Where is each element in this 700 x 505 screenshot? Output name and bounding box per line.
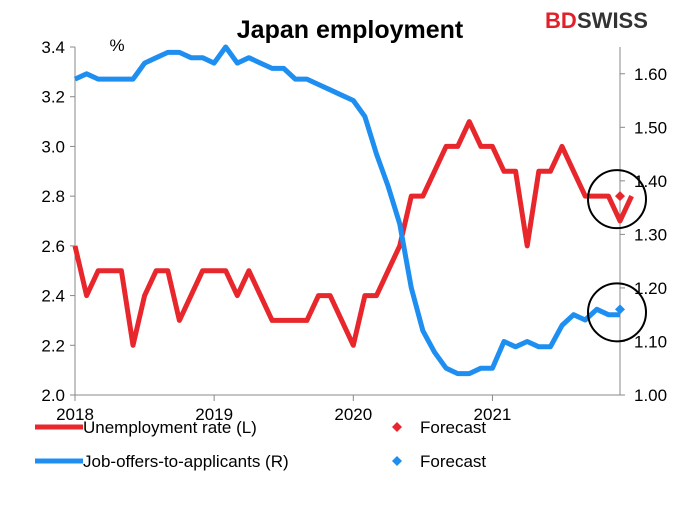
- logo-text-swiss: SWISS: [577, 8, 648, 33]
- legend: Unemployment rate (L) Forecast Job-offers-…: [35, 418, 486, 471]
- series-line: [72, 119, 634, 348]
- right-tick-label: 1.10: [634, 332, 667, 351]
- left-tick-label: 3.4: [41, 38, 65, 57]
- right-tick-label: 1.60: [634, 65, 667, 84]
- left-tick-label: 2.0: [41, 386, 65, 405]
- forecast-circle-annotation: [587, 169, 647, 230]
- x-tick-label: 2019: [195, 405, 233, 424]
- x-tick-label: 2020: [334, 405, 372, 424]
- right-tick-label: 1.20: [634, 279, 667, 298]
- legend-label: Forecast: [420, 452, 486, 471]
- forecast-circle-annotation: [587, 282, 647, 343]
- chart-title: Japan employment: [237, 16, 464, 44]
- brand-logo: BD SWISS: [545, 8, 648, 33]
- axes: 2.0 2.2 2.4 2.6 2.8 3.0 3.2 3.4 % 1.00 1.10 1.20 1.3…: [41, 36, 667, 424]
- logo-text-bd: BD: [545, 8, 577, 33]
- legend-diamond-swatch: [392, 422, 402, 432]
- forecast-marker: [615, 304, 625, 315]
- left-tick-label: 2.2: [41, 336, 65, 355]
- forecast-marker: [615, 191, 625, 202]
- series-line: [73, 44, 620, 377]
- legend-diamond-swatch: [392, 456, 402, 466]
- legend-label: Forecast: [420, 418, 486, 437]
- left-tick-label: 2.8: [41, 187, 65, 206]
- right-tick-label: 1.50: [634, 118, 667, 137]
- legend-label: Unemployment rate (L): [83, 418, 257, 437]
- left-tick-label: 2.6: [41, 237, 65, 256]
- right-tick-label: 1.30: [634, 225, 667, 244]
- left-tick-label: 3.2: [41, 88, 65, 107]
- plot-area: [72, 44, 647, 377]
- legend-label: Job-offers-to-applicants (R): [83, 452, 289, 471]
- left-axis-unit: %: [109, 36, 124, 55]
- left-tick-label: 3.0: [41, 137, 65, 156]
- left-tick-label: 2.4: [41, 287, 65, 306]
- right-tick-label: 1.00: [634, 386, 667, 405]
- x-tick-label: 2018: [56, 405, 94, 424]
- x-tick-label: 2021: [474, 405, 512, 424]
